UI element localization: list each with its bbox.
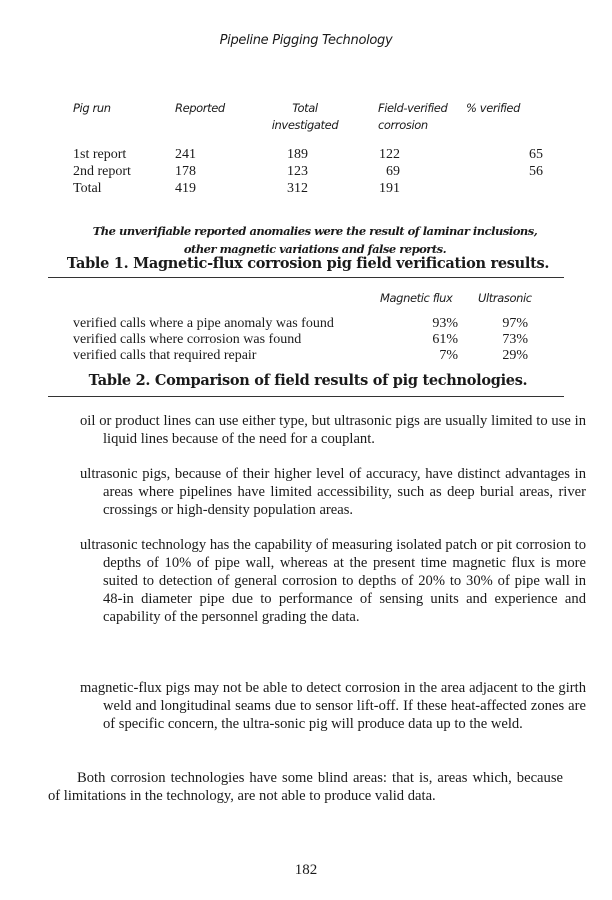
paragraph: Both corrosion technologies have some bl… (48, 770, 563, 804)
cell: Total (73, 181, 102, 196)
cell: 312 (287, 181, 308, 196)
cell: 56 (529, 164, 543, 179)
cell: 97% (502, 316, 528, 331)
cell: 7% (439, 348, 458, 363)
col-header-ultrasonic: Ultrasonic (478, 291, 532, 305)
cell: 65 (529, 147, 543, 162)
col-header-percent-verified: % verified (466, 101, 521, 115)
divider (48, 277, 564, 278)
table-1-note: The unverifiable reported anomalies were… (60, 222, 570, 258)
paragraph: magnetic-flux pigs may not be able to de… (80, 680, 586, 732)
col-header-field-verified: Field-verified corrosion (378, 101, 448, 132)
col-header-total-investigated: Total investigated (271, 101, 339, 132)
cell: verified calls where a pipe anomaly was … (73, 316, 334, 331)
note-line: other magnetic variations and false repo… (183, 242, 447, 256)
cell: 178 (175, 164, 196, 179)
cell: 1st report (73, 147, 127, 162)
paragraph: ultrasonic technology has the capability… (80, 537, 586, 625)
cell: 122 (379, 147, 400, 162)
cell: verified calls where corrosion was found (73, 332, 302, 347)
page-number: 182 (294, 862, 318, 878)
running-header: Pipeline Pigging Technology (219, 33, 393, 48)
paragraph: oil or product lines can use either type… (80, 413, 586, 447)
paragraph: ultrasonic pigs, because of their higher… (80, 466, 586, 518)
cell: 93% (432, 316, 458, 331)
cell: 241 (175, 147, 196, 162)
col-header-magnetic-flux: Magnetic flux (380, 291, 453, 305)
cell: 419 (175, 181, 196, 196)
col-header-reported: Reported (175, 101, 225, 115)
cell: 73% (502, 332, 528, 347)
cell: 29% (502, 348, 528, 363)
cell: verified calls that required repair (73, 348, 257, 363)
cell: 69 (386, 164, 400, 179)
cell: 2nd report (73, 164, 131, 179)
table-1-title: Table 1. Magnetic-flux corrosion pig fie… (66, 255, 550, 272)
note-line: The unverifiable reported anomalies were… (92, 224, 538, 238)
cell: 61% (432, 332, 458, 347)
cell: 191 (379, 181, 400, 196)
col-header-pig-run: Pig run (73, 101, 111, 115)
table-2-title: Table 2. Comparison of field results of … (88, 372, 528, 389)
cell: 189 (287, 147, 308, 162)
divider (48, 396, 564, 397)
cell: 123 (287, 164, 308, 179)
